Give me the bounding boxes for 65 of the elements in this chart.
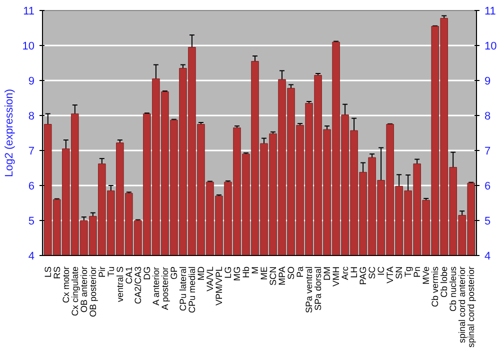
x-tick-label: LH [349, 266, 360, 278]
x-tick-label: MG [232, 266, 242, 281]
y2-tick-label: 9 [484, 76, 491, 88]
x-tick-label: VA/VL [204, 266, 215, 292]
y-tick-label: 7 [28, 146, 35, 158]
y-tick-label: 11 [23, 6, 35, 18]
x-tick-label: SN [394, 266, 404, 279]
x-tick-label: CPu medial [186, 266, 197, 314]
x-tick-label: ME [259, 266, 269, 280]
x-tick-label: LS [42, 266, 53, 278]
y-tick-label: 4 [28, 250, 35, 262]
x-tick-label: M [250, 266, 260, 274]
x-tick-label: Pir [96, 266, 107, 278]
x-tick-label: Cb lobe [439, 266, 450, 298]
x-tick-label: Tg [403, 266, 414, 278]
x-tick-label: CPu lateral [178, 266, 188, 312]
x-tick-label: Cx cingulate [70, 266, 80, 316]
x-tick-label: Hb [240, 266, 251, 278]
x-tick-label: VMH [331, 266, 342, 286]
x-tick-label: LG [222, 266, 233, 279]
x-tick-label: SCN [268, 266, 278, 286]
x-tick-label: SC [367, 266, 378, 279]
x-tick-label: GP [168, 266, 179, 280]
x-tick-label: Cx motor [60, 266, 71, 304]
x-tick-label: Arc [340, 266, 350, 280]
y-tick-label: 5 [28, 216, 35, 228]
y-tick-label: 9 [28, 76, 35, 88]
y2-tick-label: 11 [484, 6, 496, 18]
x-tick-label: DG [142, 266, 152, 280]
x-tick-label: ventral S [114, 266, 125, 302]
x-tick-label: RS [52, 266, 62, 279]
x-tick-label: PAG [358, 266, 368, 285]
x-tick-label: Pa [295, 266, 306, 278]
y-tick-label: 6 [28, 180, 35, 192]
x-tick-label: Cb nucleus [448, 266, 458, 312]
x-tick-label: CA2/CA3 [132, 266, 143, 304]
x-tick-label: A anterior [150, 266, 161, 306]
x-tick-label: Tu [106, 266, 116, 277]
y-tick-label: 8 [28, 110, 35, 122]
x-tick-label: Pn [412, 266, 422, 278]
y2-tick-label: 10 [484, 40, 497, 52]
x-tick-label: spinal cord anterior [457, 266, 468, 344]
y2-tick-label: 5 [484, 216, 491, 228]
x-tick-label: A posterior [160, 266, 170, 310]
x-tick-label: Cb vermis [430, 266, 440, 308]
x-tick-label: DM [322, 266, 332, 280]
x-tick-label: VTA [385, 266, 396, 284]
y2-tick-label: 7 [484, 146, 491, 158]
y2-tick-label: 6 [484, 180, 491, 192]
x-tick-label: MPA [277, 266, 288, 286]
x-tick-label: OB anterior [78, 266, 89, 313]
x-tick-label: OB posterior [88, 266, 98, 318]
y-axis-title: Log2 (expression) [3, 88, 16, 178]
y2-tick-label: 8 [484, 110, 491, 122]
y2-tick-label: 4 [484, 250, 491, 262]
y-tick-label: 10 [22, 40, 35, 52]
x-tick-label: SO [286, 266, 296, 280]
x-tick-label: MVe [421, 266, 432, 285]
x-tick-label: SPa ventral [304, 266, 314, 314]
x-tick-label: VPM/VPL [214, 266, 224, 306]
x-tick-label: IC [376, 266, 386, 276]
x-tick-label: MD [196, 266, 206, 280]
x-tick-label: spinal cord posterior [466, 266, 476, 348]
x-tick-label: CA1 [124, 266, 134, 284]
x-tick-label: SPa dorsal [313, 266, 324, 311]
